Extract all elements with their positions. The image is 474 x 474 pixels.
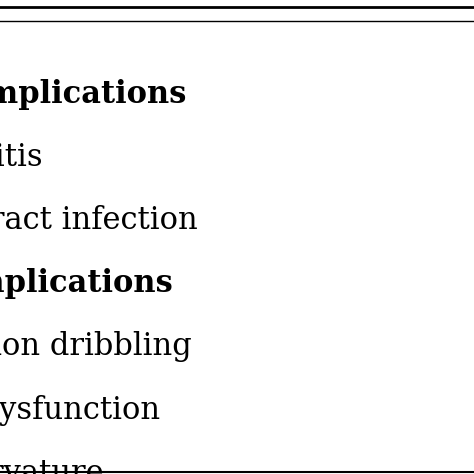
Text: Urinary tract infection: Urinary tract infection xyxy=(0,205,198,237)
Text: Late complications: Late complications xyxy=(0,268,173,300)
Text: Post-miction dribbling: Post-miction dribbling xyxy=(0,331,192,363)
Text: Erectile dysfunction: Erectile dysfunction xyxy=(0,394,160,426)
Text: Penile curvature: Penile curvature xyxy=(0,457,104,474)
Text: 12: 12 xyxy=(473,331,474,363)
Text: Epididymitis: Epididymitis xyxy=(0,142,43,173)
Text: Early complications: Early complications xyxy=(0,79,187,110)
